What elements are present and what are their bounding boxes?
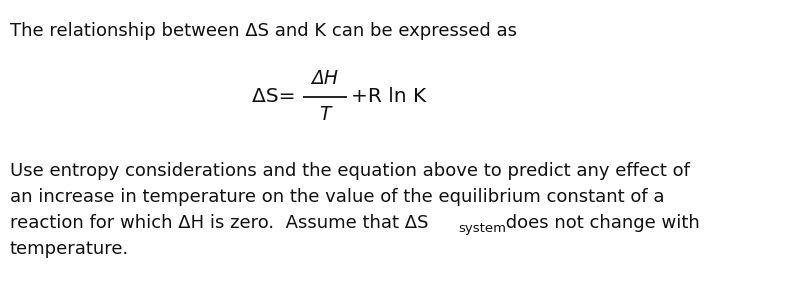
Text: an increase in temperature on the value of the equilibrium constant of a: an increase in temperature on the value … (10, 188, 664, 206)
Text: +R ln K: +R ln K (351, 88, 426, 106)
Text: ΔS=: ΔS= (252, 88, 299, 106)
Text: temperature.: temperature. (10, 240, 129, 258)
Text: does not change with: does not change with (500, 214, 700, 232)
Text: T: T (319, 106, 331, 124)
Text: Use entropy considerations and the equation above to predict any effect of: Use entropy considerations and the equat… (10, 162, 690, 180)
Text: reaction for which ΔH is zero.  Assume that ΔS: reaction for which ΔH is zero. Assume th… (10, 214, 428, 232)
Text: system: system (458, 222, 506, 235)
Text: ΔH: ΔH (311, 70, 338, 88)
Text: The relationship between ΔS and K can be expressed as: The relationship between ΔS and K can be… (10, 22, 517, 40)
